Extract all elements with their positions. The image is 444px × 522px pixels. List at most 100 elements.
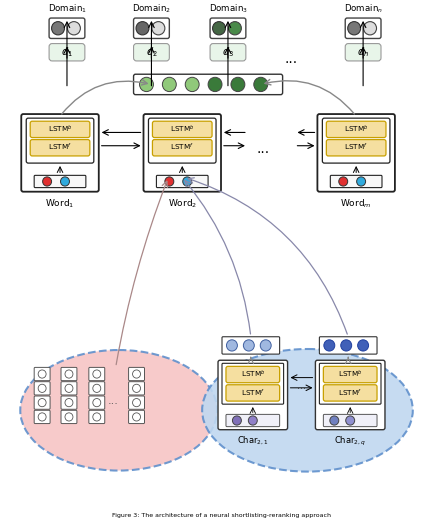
Circle shape (163, 77, 176, 91)
Circle shape (357, 177, 365, 186)
Circle shape (330, 416, 339, 425)
Circle shape (233, 416, 242, 425)
Text: LSTM$^f$: LSTM$^f$ (344, 142, 368, 153)
FancyBboxPatch shape (323, 414, 377, 426)
FancyBboxPatch shape (317, 114, 395, 192)
FancyBboxPatch shape (89, 367, 105, 381)
FancyBboxPatch shape (218, 360, 288, 430)
FancyBboxPatch shape (134, 18, 169, 39)
FancyBboxPatch shape (129, 396, 144, 409)
FancyBboxPatch shape (30, 121, 90, 138)
FancyBboxPatch shape (330, 175, 382, 187)
FancyBboxPatch shape (34, 396, 50, 409)
FancyBboxPatch shape (61, 367, 77, 381)
FancyBboxPatch shape (210, 18, 246, 39)
FancyBboxPatch shape (323, 366, 377, 383)
FancyBboxPatch shape (26, 118, 94, 163)
FancyBboxPatch shape (226, 385, 280, 401)
Text: Domain$_1$: Domain$_1$ (48, 3, 87, 15)
Circle shape (38, 384, 46, 393)
FancyBboxPatch shape (345, 18, 381, 39)
Circle shape (260, 340, 271, 351)
Circle shape (243, 340, 254, 351)
Circle shape (364, 21, 377, 35)
FancyBboxPatch shape (21, 114, 99, 192)
Circle shape (339, 177, 348, 186)
Text: LSTM$^f$: LSTM$^f$ (170, 142, 194, 153)
FancyBboxPatch shape (156, 175, 208, 187)
FancyBboxPatch shape (89, 382, 105, 395)
Circle shape (93, 413, 101, 421)
Circle shape (43, 177, 52, 186)
Text: LSTM$^f$: LSTM$^f$ (48, 142, 72, 153)
Text: Word$_2$: Word$_2$ (167, 198, 197, 210)
Text: ...: ... (285, 52, 298, 66)
Circle shape (231, 77, 245, 91)
FancyBboxPatch shape (345, 43, 381, 61)
Text: LSTM$^b$: LSTM$^b$ (344, 124, 369, 135)
Circle shape (133, 398, 140, 407)
Circle shape (65, 398, 73, 407)
FancyBboxPatch shape (315, 360, 385, 430)
FancyBboxPatch shape (34, 382, 50, 395)
Text: ...: ... (256, 142, 270, 156)
Circle shape (213, 21, 226, 35)
Circle shape (324, 340, 335, 351)
Text: LSTM$^b$: LSTM$^b$ (338, 369, 362, 380)
Text: Domain$_n$: Domain$_n$ (344, 3, 383, 15)
Circle shape (93, 384, 101, 393)
FancyBboxPatch shape (319, 337, 377, 354)
FancyBboxPatch shape (61, 410, 77, 423)
Text: Char$_{2,q}$: Char$_{2,q}$ (334, 435, 366, 448)
Circle shape (67, 21, 80, 35)
Circle shape (65, 413, 73, 421)
FancyBboxPatch shape (134, 43, 169, 61)
Text: $d_n$: $d_n$ (357, 45, 369, 59)
Circle shape (346, 416, 355, 425)
Text: LSTM$^b$: LSTM$^b$ (48, 124, 72, 135)
Circle shape (93, 370, 101, 378)
FancyBboxPatch shape (61, 396, 77, 409)
FancyBboxPatch shape (61, 382, 77, 395)
Text: Char$_{2,1}$: Char$_{2,1}$ (237, 435, 269, 447)
Circle shape (93, 398, 101, 407)
Circle shape (341, 340, 352, 351)
FancyBboxPatch shape (210, 43, 246, 61)
Circle shape (139, 77, 154, 91)
FancyBboxPatch shape (326, 121, 386, 138)
Text: LSTM$^f$: LSTM$^f$ (241, 387, 265, 399)
Text: Domain$_2$: Domain$_2$ (132, 3, 171, 15)
Ellipse shape (20, 350, 217, 470)
Circle shape (38, 398, 46, 407)
Circle shape (65, 370, 73, 378)
Circle shape (358, 340, 369, 351)
Text: LSTM$^f$: LSTM$^f$ (338, 387, 362, 399)
Ellipse shape (202, 349, 413, 471)
Circle shape (38, 370, 46, 378)
Circle shape (208, 77, 222, 91)
FancyBboxPatch shape (49, 18, 85, 39)
Circle shape (183, 177, 192, 186)
FancyBboxPatch shape (34, 410, 50, 423)
FancyBboxPatch shape (49, 43, 85, 61)
FancyBboxPatch shape (89, 410, 105, 423)
FancyBboxPatch shape (143, 114, 221, 192)
Text: Figure 3: The architecture of a neural shortlisting-reranking approach: Figure 3: The architecture of a neural s… (112, 513, 332, 517)
FancyBboxPatch shape (323, 385, 377, 401)
FancyBboxPatch shape (226, 366, 280, 383)
FancyBboxPatch shape (134, 74, 283, 94)
FancyBboxPatch shape (326, 139, 386, 156)
Circle shape (185, 77, 199, 91)
FancyBboxPatch shape (129, 382, 144, 395)
Text: Word$_1$: Word$_1$ (45, 198, 75, 210)
FancyBboxPatch shape (226, 414, 280, 426)
Text: $d_3$: $d_3$ (222, 45, 234, 59)
Circle shape (152, 21, 165, 35)
FancyBboxPatch shape (222, 337, 280, 354)
Circle shape (226, 340, 238, 351)
Circle shape (229, 21, 242, 35)
Circle shape (38, 413, 46, 421)
Text: Word$_m$: Word$_m$ (340, 198, 372, 210)
Text: ...: ... (107, 396, 118, 406)
Circle shape (65, 384, 73, 393)
